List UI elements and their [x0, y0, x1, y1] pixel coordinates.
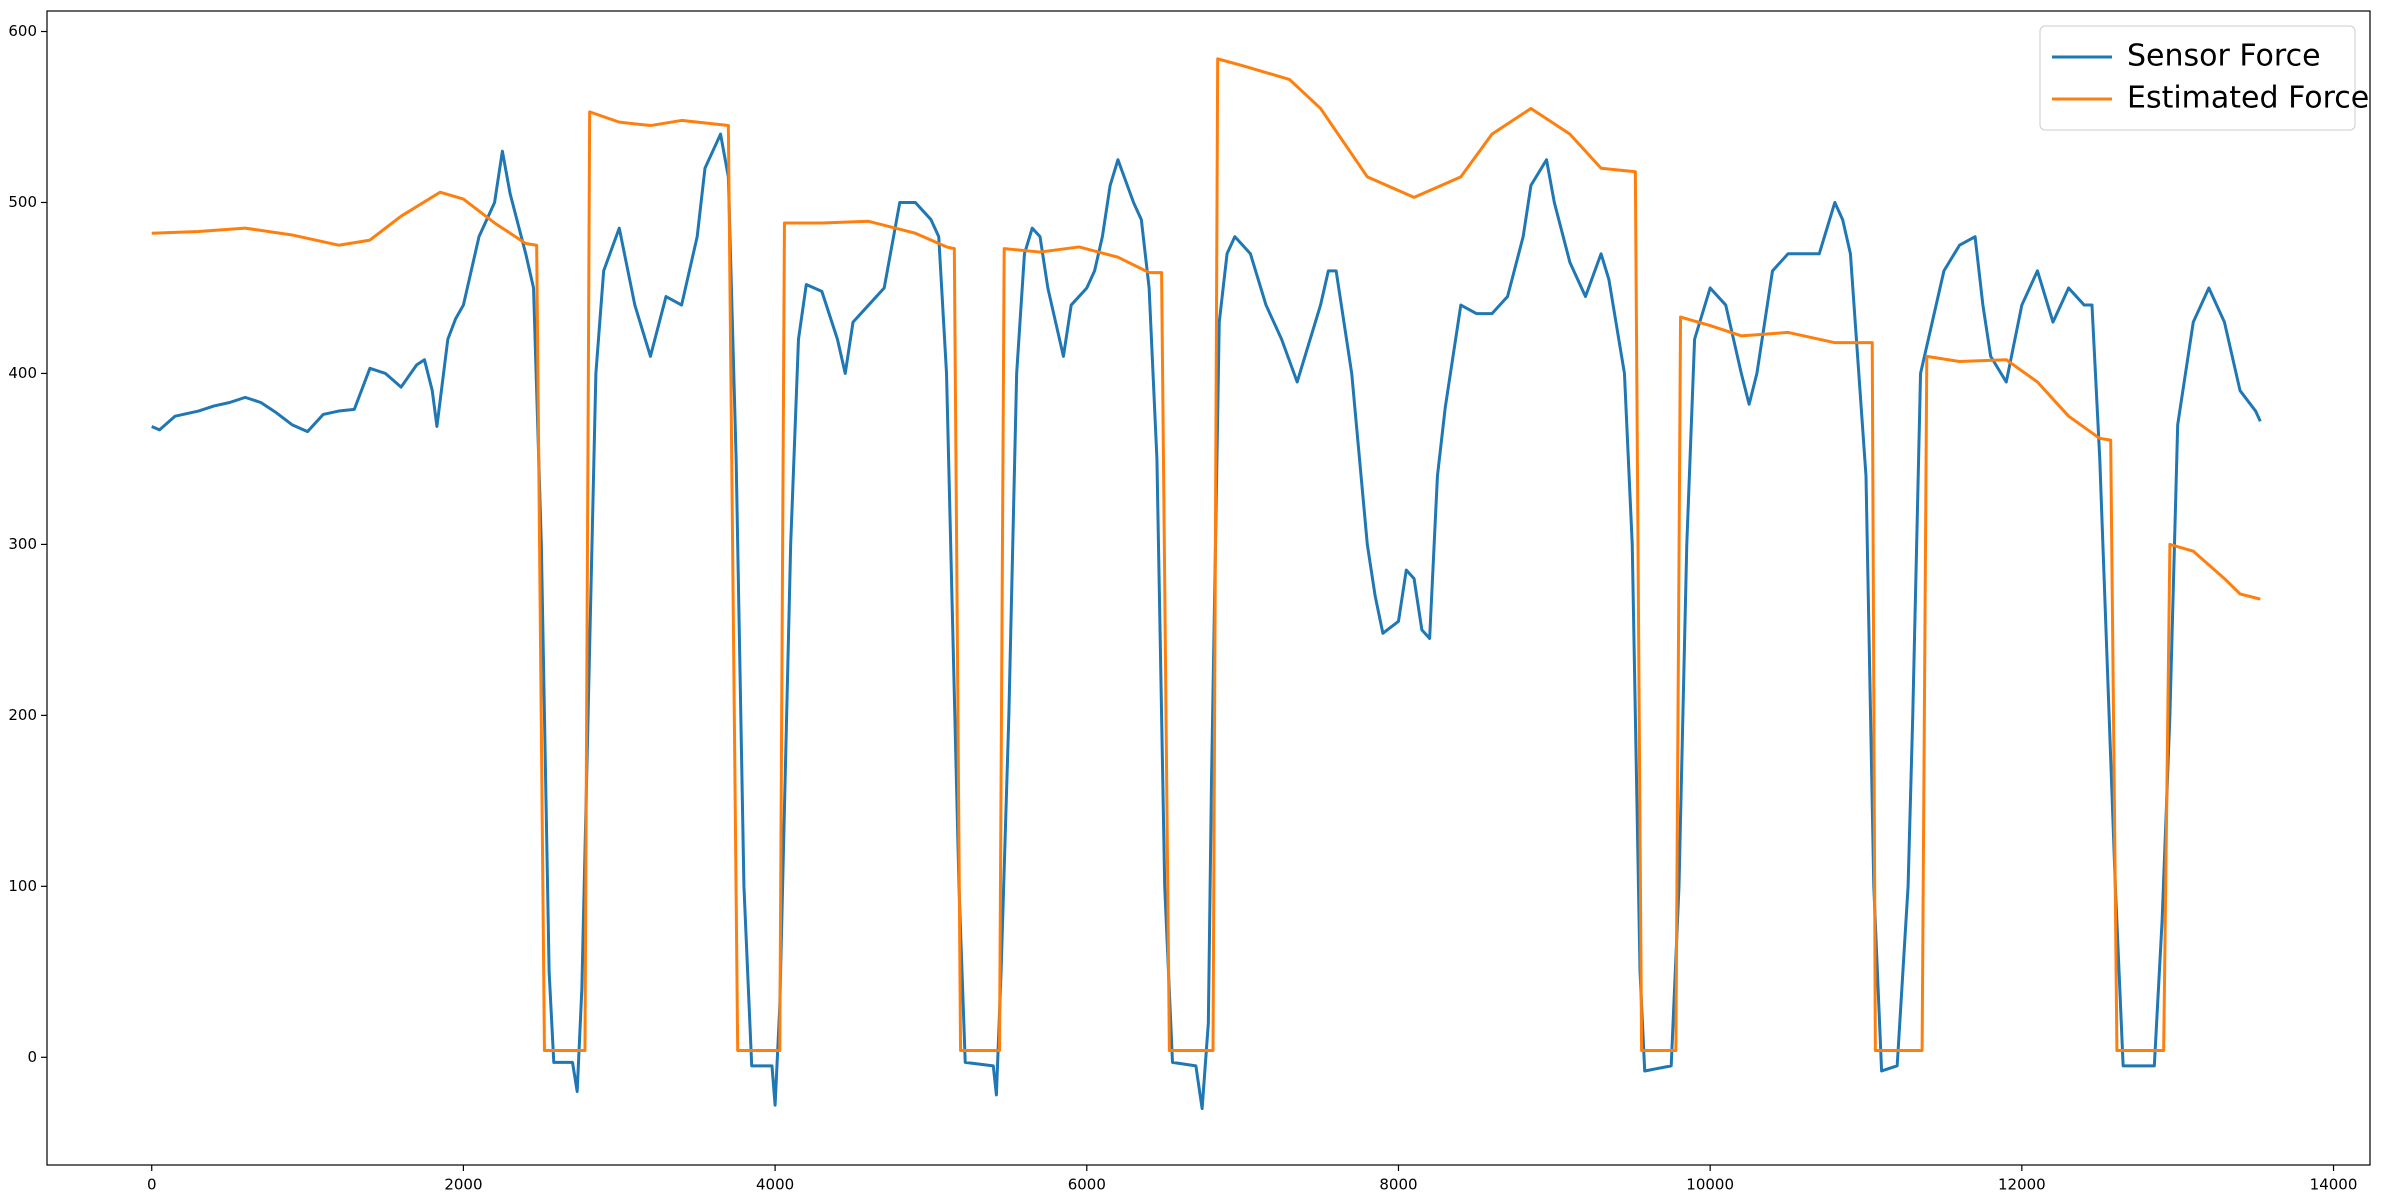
x-tick-label: 10000 — [1686, 1176, 1734, 1194]
x-tick-label: 4000 — [756, 1176, 794, 1194]
x-tick-label: 0 — [147, 1176, 157, 1194]
legend-frame — [2039, 25, 2356, 131]
y-tick-label: 600 — [8, 22, 37, 40]
x-tick-label: 12000 — [1998, 1176, 2046, 1194]
legend-label: Sensor Force — [2127, 39, 2321, 74]
line-series — [151, 132, 2262, 1111]
y-tick-label: 500 — [8, 193, 37, 211]
y-tick-label: 400 — [8, 364, 37, 382]
plot-frame — [46, 10, 2371, 1166]
y-tick-label: 0 — [27, 1048, 37, 1066]
x-tick-label: 2000 — [444, 1176, 482, 1194]
y-tick-label: 300 — [8, 535, 37, 553]
x-tick-label: 14000 — [2310, 1176, 2358, 1194]
y-tick-label: 200 — [8, 706, 37, 724]
x-tick-label: 6000 — [1068, 1176, 1106, 1194]
legend: Sensor Force Estimated Force — [2039, 25, 2369, 131]
legend-label: Estimated Force — [2127, 81, 2369, 116]
y-tick-label: 100 — [8, 877, 37, 895]
x-tick-label: 8000 — [1379, 1176, 1417, 1194]
line-series — [151, 57, 2261, 1052]
